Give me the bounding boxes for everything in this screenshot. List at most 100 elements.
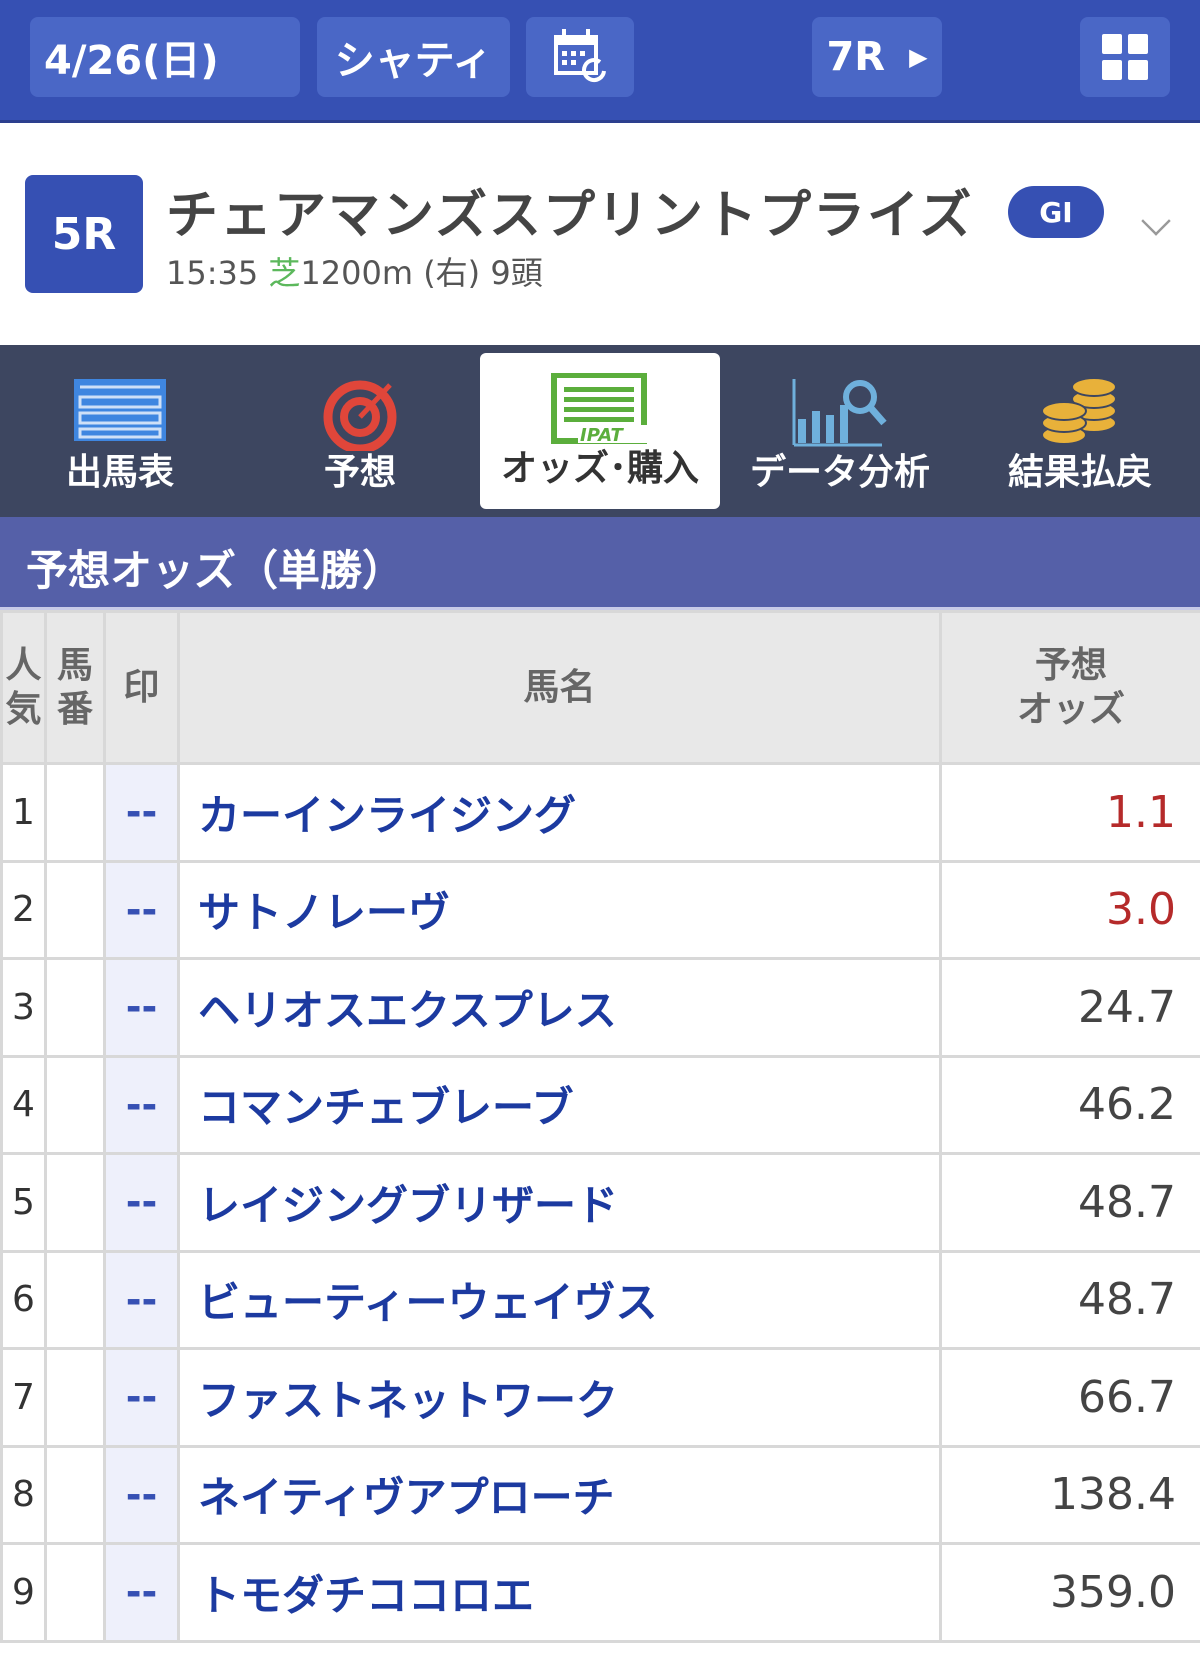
mark-cell[interactable]: -- [103,957,180,1058]
horse-name-link[interactable]: コマンチェブレーブ [177,1054,942,1155]
target-icon [323,380,397,451]
table-row: 5 -- レイジングブリザード 48.7 [0,1152,1200,1253]
tab-label: 結果払戻 [1007,452,1152,493]
odds-cell: 359.0 [939,1542,1200,1643]
svg-text:IPAT: IPAT [580,425,624,445]
horse-name-link[interactable]: レイジングブリザード [177,1152,942,1253]
odds-cell: 1.1 [939,762,1200,863]
col-mark: 印 [103,610,180,765]
odds-cell: 66.7 [939,1347,1200,1448]
ipat-icon: IPAT [551,373,648,445]
race-header: 5R チェアマンズスプリントプライズ 15:35 芝1200m (右) 9頭 G… [0,123,1200,345]
mark-cell[interactable]: -- [103,1152,180,1253]
horse-name-link[interactable]: ネイティヴアプローチ [177,1444,942,1545]
horse-number-cell [44,762,106,863]
tab-label: オッズ･購入 [500,448,699,489]
odds-cell: 48.7 [939,1152,1200,1253]
horse-number-cell [44,1347,106,1448]
table-row: 7 -- ファストネットワーク 66.7 [0,1347,1200,1448]
odds-cell: 46.2 [939,1054,1200,1155]
mark-cell[interactable]: -- [103,1444,180,1545]
popularity-cell: 2 [0,859,47,960]
popularity-cell: 3 [0,957,47,1058]
odds-cell: 48.7 [939,1249,1200,1350]
tab-label: データ分析 [749,452,930,493]
race-nav: 出馬表 予想 IPAT オッズ･購入 データ分析 結果払戻 [0,345,1200,517]
mark-cell[interactable]: -- [103,762,180,863]
table-row: 1 -- カーインライジング 1.1 [0,762,1200,863]
table-row: 4 -- コマンチェブレーブ 46.2 [0,1054,1200,1155]
horse-number-cell [44,1054,106,1155]
odds-table: 人気 馬番 印 馬名 予想 オッズ 1 -- カーインライジング 1.1 2 -- … [0,610,1200,1643]
race-info: 15:35 芝1200m (右) 9頭 [166,248,543,294]
col-horse-number[interactable]: 馬番 [44,610,106,765]
horse-name-link[interactable]: トモダチココロエ [177,1542,942,1643]
calendar-refresh-icon [554,29,606,82]
table-row: 2 -- サトノレーヴ 3.0 [0,859,1200,960]
horse-name-link[interactable]: カーインライジング [177,762,942,863]
popularity-cell: 1 [0,762,47,863]
odds-cell: 24.7 [939,957,1200,1058]
horse-number-cell [44,859,106,960]
mark-cell[interactable]: -- [103,859,180,960]
next-race-button[interactable]: 7R ▶ [812,17,942,97]
odds-cell: 3.0 [939,859,1200,960]
tab-odds-purchase[interactable]: IPAT オッズ･購入 [480,353,720,509]
popularity-cell: 5 [0,1152,47,1253]
race-number-badge: 5R [25,175,143,293]
play-right-icon: ▶ [909,43,928,71]
horse-number-cell [44,1152,106,1253]
tab-prediction[interactable]: 予想 [240,345,480,517]
mark-cell[interactable]: -- [103,1347,180,1448]
mark-cell[interactable]: -- [103,1054,180,1155]
list-table-icon [74,379,166,441]
mark-cell[interactable]: -- [103,1542,180,1643]
horse-number-cell [44,1249,106,1350]
tab-label: 予想 [323,452,396,493]
race-time: 15:35 [166,254,259,292]
next-race-label: 7R [826,34,886,80]
col-popularity[interactable]: 人気 [0,610,47,765]
race-distance: 1200m [300,254,414,292]
venue-selector[interactable]: シャティ [317,17,510,97]
menu-grid-button[interactable] [1080,17,1170,97]
race-title: チェアマンズスプリントプライズ [166,186,974,246]
mark-cell[interactable]: -- [103,1249,180,1350]
popularity-cell: 9 [0,1542,47,1643]
horse-number-cell [44,1542,106,1643]
horse-number-cell [44,957,106,1058]
popularity-cell: 6 [0,1249,47,1350]
horse-number-cell [44,1444,106,1545]
table-row: 3 -- ヘリオスエクスプレス 24.7 [0,957,1200,1058]
horse-name-link[interactable]: ビューティーウェイヴス [177,1249,942,1350]
table-row: 8 -- ネイティヴアプローチ 138.4 [0,1444,1200,1545]
tab-data-analysis[interactable]: データ分析 [720,345,960,517]
tab-results-payout[interactable]: 結果払戻 [960,345,1200,517]
tab-label: 出馬表 [65,452,174,493]
date-label: 4/26(日) [44,38,219,84]
table-header-row: 人気 馬番 印 馬名 予想 オッズ [0,610,1200,765]
calendar-button[interactable] [526,17,634,97]
coins-icon [1041,377,1117,445]
race-surface: 芝 [268,254,301,292]
top-bar: 4/26(日) シャティ 7R ▶ [0,0,1200,123]
popularity-cell: 4 [0,1054,47,1155]
popularity-cell: 8 [0,1444,47,1545]
chart-search-icon [792,379,887,447]
tab-entries[interactable]: 出馬表 [0,345,240,517]
col-horse-name: 馬名 [177,610,942,765]
col-odds[interactable]: 予想 オッズ [939,610,1200,765]
grid-icon [1102,34,1148,80]
horse-name-link[interactable]: ヘリオスエクスプレス [177,957,942,1058]
odds-cell: 138.4 [939,1444,1200,1545]
date-selector[interactable]: 4/26(日) [30,17,300,97]
chevron-down-icon[interactable] [1141,206,1171,236]
race-direction: (右) [423,254,481,292]
section-title: 予想オッズ（単勝） [0,517,1200,610]
popularity-cell: 7 [0,1347,47,1448]
horse-name-link[interactable]: サトノレーヴ [177,859,942,960]
table-row: 9 -- トモダチココロエ 359.0 [0,1542,1200,1643]
race-runners: 9頭 [490,254,543,292]
grade-badge: GI [1008,186,1104,238]
horse-name-link[interactable]: ファストネットワーク [177,1347,942,1448]
